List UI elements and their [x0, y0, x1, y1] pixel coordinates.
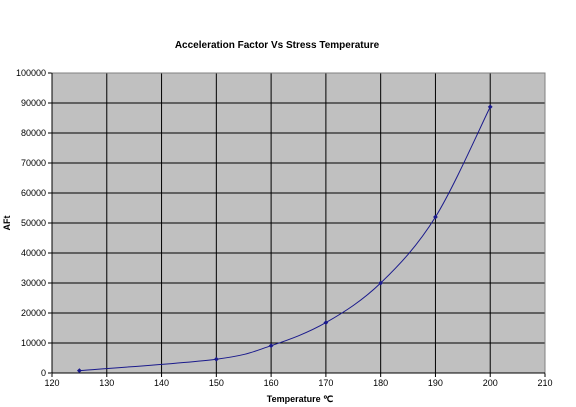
data-point-marker	[323, 320, 329, 325]
y-tick-label: 50000	[21, 218, 46, 228]
x-tick-label: 200	[483, 378, 498, 388]
y-tick-label: 60000	[21, 188, 46, 198]
x-tick-label: 210	[537, 378, 552, 388]
x-tick-label: 190	[428, 378, 443, 388]
data-point-marker	[268, 343, 274, 349]
x-tick-label: 130	[99, 378, 114, 388]
x-axis-label: Temperature ℃	[267, 394, 333, 404]
x-tick-label: 180	[373, 378, 388, 388]
x-tick-label: 120	[44, 378, 59, 388]
x-tick-label: 140	[154, 378, 169, 388]
y-tick-label: 80000	[21, 128, 46, 138]
chart-title: Acceleration Factor Vs Stress Temperatur…	[175, 40, 380, 51]
y-tick-label: 20000	[21, 308, 46, 318]
series-line	[79, 106, 491, 372]
data-point-marker	[213, 356, 219, 362]
y-tick-label: 0	[41, 368, 46, 378]
data-point-marker	[378, 280, 384, 286]
x-tick-label: 160	[264, 378, 279, 388]
y-tick-label: 70000	[21, 158, 46, 168]
plot-area: 0 10000 20000 30000 40000 50000 60000 70000 8000…	[16, 68, 553, 388]
x-tick-label: 150	[209, 378, 224, 388]
x-tick-label: 170	[318, 378, 333, 388]
y-tick-label: 90000	[21, 98, 46, 108]
data-point-marker	[433, 214, 438, 220]
y-axis-label: AFt	[2, 216, 12, 231]
data-point-marker	[76, 368, 82, 373]
y-tick-label: 100000	[16, 68, 46, 78]
y-tick-label: 10000	[21, 338, 46, 348]
y-tick-label: 30000	[21, 278, 46, 288]
data-point-marker	[487, 104, 493, 110]
y-tick-label: 40000	[21, 248, 46, 258]
